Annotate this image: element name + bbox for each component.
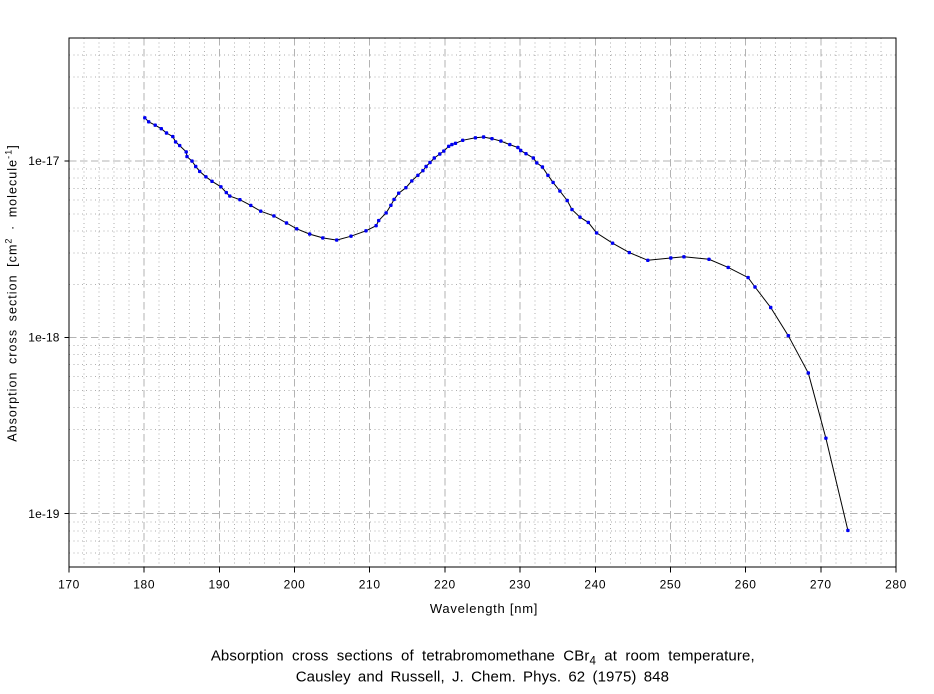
svg-text:190: 190 [208, 578, 230, 592]
svg-text:1e-19: 1e-19 [28, 507, 59, 521]
svg-text:250: 250 [660, 578, 682, 592]
svg-text:200: 200 [284, 578, 306, 592]
svg-text:280: 280 [885, 578, 907, 592]
svg-text:170: 170 [58, 578, 80, 592]
svg-text:Absorption cross sections of t: Absorption cross sections of tetrabromom… [211, 647, 755, 667]
svg-text:260: 260 [735, 578, 757, 592]
svg-text:210: 210 [359, 578, 381, 592]
svg-text:180: 180 [133, 578, 155, 592]
svg-text:Causley and Russell, J. Chem.: Causley and Russell, J. Chem. Phys. 62 (… [296, 668, 669, 685]
svg-text:1e-17: 1e-17 [28, 154, 59, 168]
svg-text:Wavelength [nm]: Wavelength [nm] [430, 601, 538, 616]
svg-text:270: 270 [810, 578, 832, 592]
svg-text:Absorption cross section [cm2: Absorption cross section [cm2 · molecule… [4, 144, 20, 442]
svg-text:1e-18: 1e-18 [28, 331, 59, 345]
svg-text:240: 240 [584, 578, 606, 592]
svg-text:220: 220 [434, 578, 456, 592]
svg-text:230: 230 [509, 578, 531, 592]
